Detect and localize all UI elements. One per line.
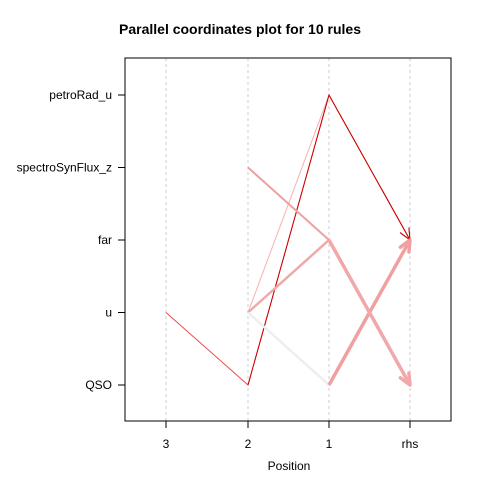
y-tick-label-3: u [105,306,112,320]
x-axis: 3 2 1 rhs [163,421,419,451]
rule-line-7 [327,239,412,386]
grid-lines [165,58,411,421]
chart-title: Parallel coordinates plot for 10 rules [119,21,361,37]
y-tick-label-1: spectroSynFlux_z [17,161,112,175]
x-tick-label-2: 1 [326,437,333,451]
y-tick-label-0: petroRad_u [49,88,112,102]
x-axis-label: Position [268,459,311,473]
x-tick-label-3: rhs [402,437,419,451]
y-tick-label-4: QSO [85,378,112,392]
y-tick-label-2: far [98,233,112,247]
x-tick-label-1: 2 [245,437,252,451]
rule-lines [165,93,412,387]
plot-frame [124,57,452,422]
x-tick-label-0: 3 [163,437,170,451]
rule-arrowhead-7 [398,371,412,387]
rule-arrowhead-6 [398,238,412,254]
